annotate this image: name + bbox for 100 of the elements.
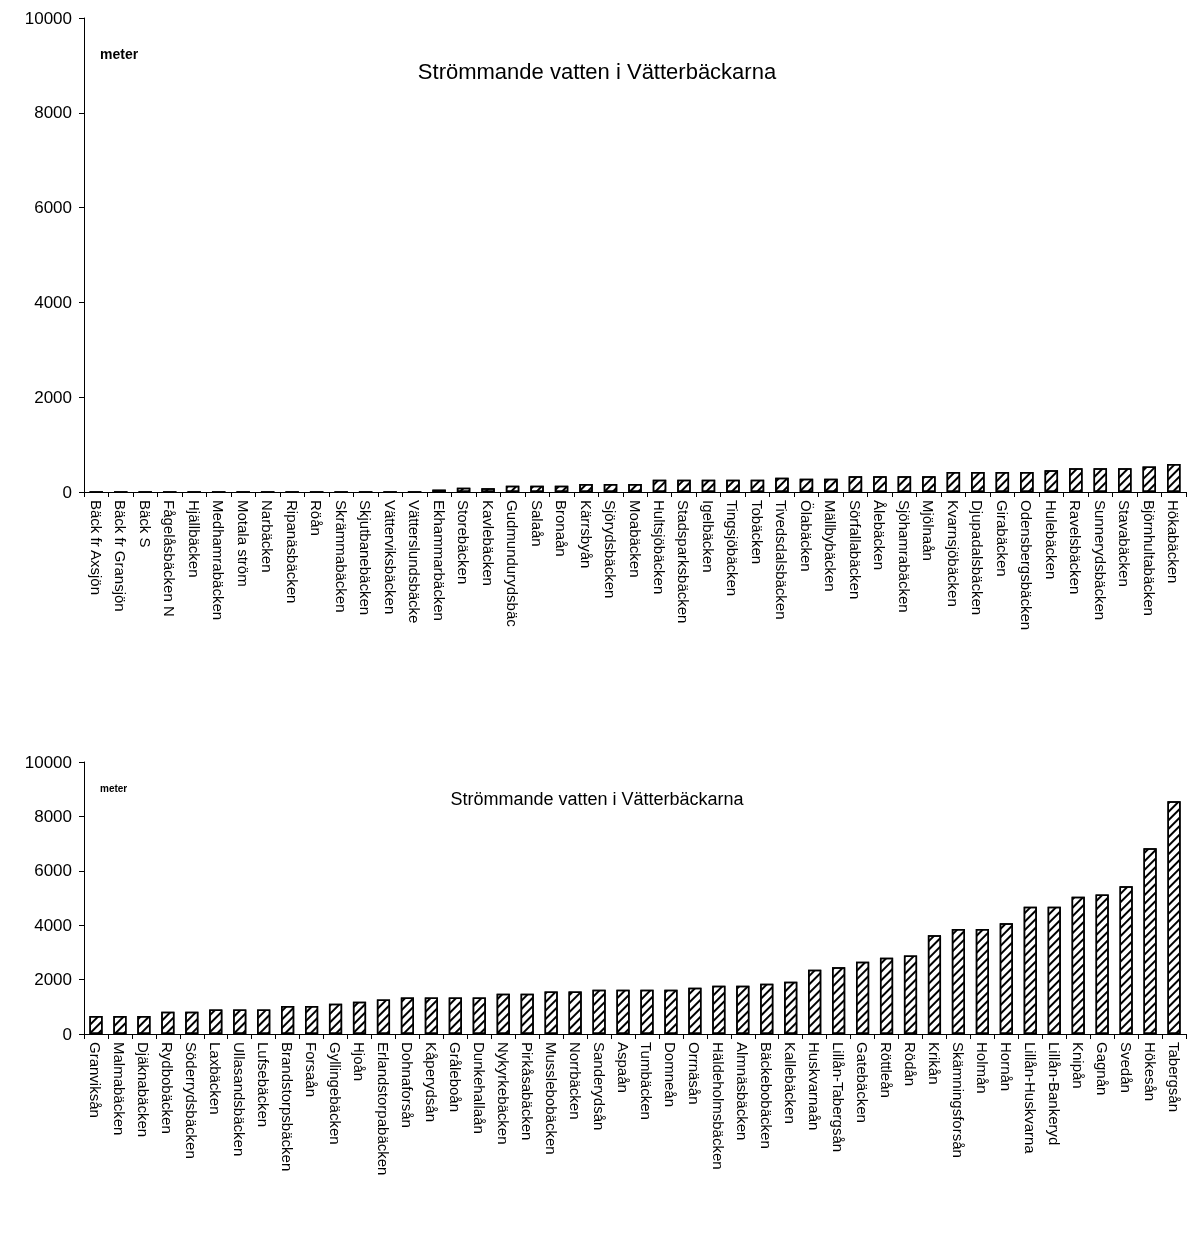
x-tick-label: Ekhammarbäcken bbox=[430, 500, 448, 621]
x-tick-label: Vätterviksbäcken bbox=[381, 500, 399, 615]
x-tick-label: Lillån-Huskvarna bbox=[1021, 1042, 1039, 1155]
x-tick-label: Orrnäsån bbox=[686, 1042, 704, 1105]
x-tick-label: Hjällbäcken bbox=[185, 500, 203, 578]
x-tick-label: Odensbergsbäcken bbox=[1018, 500, 1036, 631]
y-tick-label: 10000 bbox=[24, 8, 72, 28]
x-tick-label: Kärrsbyån bbox=[577, 500, 595, 569]
x-tick-label: Gagnån bbox=[1093, 1042, 1111, 1096]
x-tick-label: Tivedsdalsbäcken bbox=[773, 500, 791, 620]
x-tick-label: Hulebäcken bbox=[1042, 500, 1060, 580]
x-tick-label: Mjölnaån bbox=[920, 500, 938, 561]
x-tick-label: Björnhultabäcken bbox=[1140, 500, 1158, 616]
y-tick-label: 4000 bbox=[34, 915, 72, 935]
x-tick-label: Tingsjöbäcken bbox=[724, 500, 742, 597]
x-tick-label: Djupadalsbäcken bbox=[969, 500, 987, 616]
x-tick-label: Sunnerydsbäcken bbox=[1091, 500, 1109, 621]
y-tick-label: 4000 bbox=[34, 292, 72, 312]
text: Strömmande vatten i Vätterbäckarna bbox=[450, 789, 745, 809]
x-tick-label: Knipån bbox=[1069, 1042, 1087, 1089]
x-tick-label: Hökabäcken bbox=[1165, 500, 1183, 584]
x-tick-label: Huskvarnaån bbox=[806, 1042, 824, 1131]
x-tick-label: Medhamrabäcken bbox=[210, 500, 228, 621]
x-tick-label: Svedån bbox=[1117, 1042, 1135, 1093]
y-tick-label: 6000 bbox=[34, 198, 72, 218]
x-tick-label: Kåperydsån bbox=[422, 1042, 440, 1123]
x-tick-label: Sjörydsbäcken bbox=[602, 500, 620, 599]
x-tick-label: Ravelsbäcken bbox=[1067, 500, 1085, 595]
x-tick-label: Vätterslundsbäcke bbox=[406, 500, 424, 624]
x-tick-label: Kallebäcken bbox=[782, 1042, 800, 1124]
x-tick-label: Krikån bbox=[925, 1042, 943, 1085]
x-tick-label: Bronaån bbox=[553, 500, 571, 557]
x-tick-label: Fågelåsbäcken N bbox=[161, 500, 179, 617]
x-tick-label: Bäck fr Axsjön bbox=[87, 500, 105, 596]
x-tick-label: Kvarnsjöbäcken bbox=[944, 500, 962, 607]
x-tick-label: Aspaån bbox=[614, 1042, 632, 1093]
x-tick-label: Bäckebobäcken bbox=[758, 1042, 776, 1149]
y-tick-label: 2000 bbox=[34, 970, 72, 990]
x-tick-label: Gråleboån bbox=[446, 1042, 464, 1113]
x-tick-label: Skjutbanebäcken bbox=[357, 500, 375, 616]
x-tick-label: Lufsebäcken bbox=[255, 1042, 273, 1128]
x-tick-label: Dunkehallaån bbox=[470, 1042, 488, 1134]
text: Strömmande vatten i Vätterbäckarna bbox=[417, 58, 777, 84]
x-tick-label: Stadsparksbäcken bbox=[675, 500, 693, 624]
x-tick-label: Hultsjöbäcken bbox=[650, 500, 668, 595]
x-tick-label: Tobäcken bbox=[748, 500, 766, 565]
x-tick-label: Djäknabäcken bbox=[135, 1042, 153, 1138]
x-tick-label: Hjoån bbox=[351, 1042, 368, 1082]
x-tick-label: Hökesån bbox=[1141, 1042, 1159, 1102]
x-tick-label: Holmån bbox=[973, 1042, 991, 1094]
x-tick-label: Sjöhamrabäcken bbox=[895, 500, 913, 613]
x-tick-label: Ullasandsbäcken bbox=[231, 1042, 249, 1157]
x-tick-label: Nykyrkebäcken bbox=[494, 1042, 512, 1145]
y-axis-title: meter bbox=[100, 782, 128, 794]
x-tick-label: Hornån bbox=[997, 1042, 1015, 1092]
x-tick-label: Ölabäcken bbox=[797, 500, 815, 572]
x-tick-label: Häldeholmsbäcken bbox=[710, 1042, 728, 1170]
x-tick-label: Skrämmabäcken bbox=[332, 500, 350, 613]
x-tick-label: Tabergsån bbox=[1165, 1042, 1183, 1113]
y-tick-label: 8000 bbox=[34, 806, 72, 826]
x-tick-label: Tumbäcken bbox=[638, 1042, 656, 1120]
x-tick-label: Bäck S bbox=[136, 500, 154, 548]
x-tick-label: Pirkåsabäcken bbox=[518, 1042, 536, 1141]
x-tick-label: Dohnaforsån bbox=[398, 1042, 416, 1128]
x-tick-label: Lillån-Bankeryd bbox=[1045, 1042, 1063, 1146]
y-axis-title: meter bbox=[100, 46, 139, 62]
y-tick-label: 2000 bbox=[34, 387, 72, 407]
x-tick-label: Skämningsforsån bbox=[949, 1042, 967, 1158]
x-tick-label: Sörfallabäcken bbox=[846, 500, 864, 600]
x-tick-label: Motala ström bbox=[234, 500, 252, 587]
x-tick-label: Musslebobäcken bbox=[542, 1042, 560, 1155]
y-tick-label: 6000 bbox=[34, 861, 72, 881]
x-tick-label: Granviksån bbox=[87, 1042, 105, 1118]
x-tick-label: Erlandstorpabäcken bbox=[374, 1042, 392, 1176]
x-tick-label: Brandstorpsbäcken bbox=[279, 1042, 297, 1172]
y-tick-label: 10000 bbox=[24, 752, 72, 772]
x-tick-label: Mällbybäcken bbox=[822, 500, 840, 592]
x-tick-label: Almnäsbäcken bbox=[734, 1042, 752, 1141]
x-tick-label: Igelbäcken bbox=[699, 500, 717, 573]
x-tick-label: Söderrydsbäcken bbox=[183, 1042, 201, 1159]
x-tick-label: Malmabäcken bbox=[111, 1042, 129, 1136]
x-tick-label: Norrbäcken bbox=[566, 1042, 584, 1120]
x-tick-label: Lillån-Tabergsån bbox=[830, 1042, 848, 1153]
x-tick-label: Storebäcken bbox=[455, 500, 473, 585]
x-tick-label: Gatebäcken bbox=[854, 1042, 872, 1123]
x-tick-label: Narbäcken bbox=[259, 500, 277, 573]
x-tick-label: Ripanäsbäcken bbox=[283, 500, 301, 604]
x-tick-label: Bäck fr Gransjön bbox=[112, 500, 130, 612]
x-tick-label: Gudmundurydsbäc bbox=[504, 500, 522, 628]
x-tick-label: Rödån bbox=[902, 1042, 919, 1087]
x-tick-label: Moabäcken bbox=[626, 500, 644, 578]
x-tick-label: Rydbobäcken bbox=[159, 1042, 177, 1134]
x-tick-label: Röån bbox=[308, 500, 326, 536]
x-tick-label: Röttleån bbox=[878, 1042, 896, 1098]
x-tick-label: Salaån bbox=[528, 500, 546, 547]
x-tick-label: Domneån bbox=[662, 1042, 680, 1108]
x-tick-label: Kavlebäcken bbox=[479, 500, 497, 586]
x-tick-label: Girabäcken bbox=[993, 500, 1011, 577]
y-tick-label: 0 bbox=[62, 482, 72, 502]
x-tick-label: Forsaån bbox=[303, 1042, 321, 1098]
